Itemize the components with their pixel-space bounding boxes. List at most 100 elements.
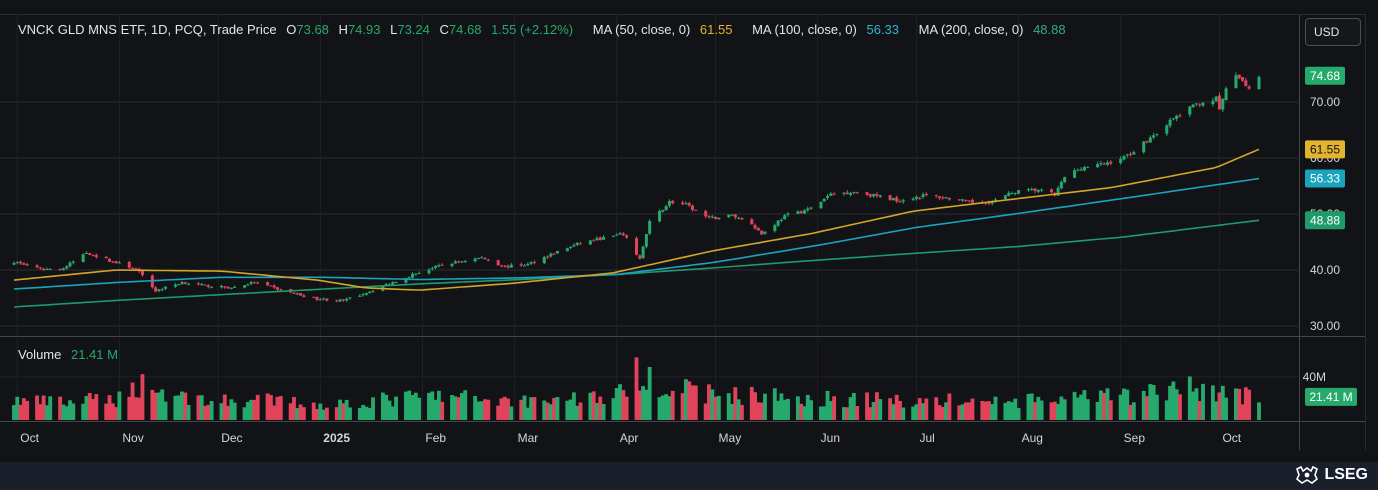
volume-bar bbox=[1085, 399, 1090, 420]
volume-bar bbox=[756, 402, 761, 420]
candle-body bbox=[1178, 115, 1182, 117]
volume-bar bbox=[338, 399, 343, 420]
candle-body bbox=[229, 287, 233, 289]
candle-body bbox=[532, 262, 536, 264]
candle-body bbox=[1247, 86, 1251, 89]
candle-body bbox=[737, 217, 741, 219]
candle-body bbox=[84, 252, 88, 254]
candle-body bbox=[483, 257, 487, 260]
volume-bar bbox=[433, 399, 438, 420]
volume-bar bbox=[1178, 394, 1182, 420]
candle-body bbox=[1013, 193, 1017, 195]
volume-bar bbox=[983, 401, 988, 420]
candle-body bbox=[658, 210, 662, 222]
volume-bar bbox=[911, 406, 916, 420]
volume-bar bbox=[140, 374, 145, 420]
ma50-price-badge: 61.55 bbox=[1305, 140, 1345, 159]
candle-body bbox=[1175, 115, 1179, 119]
candle-body bbox=[641, 246, 645, 259]
ma200-price-badge-bg bbox=[1305, 211, 1345, 230]
last-price-badge: 74.68 bbox=[1305, 66, 1345, 85]
candle-body bbox=[111, 261, 115, 263]
candle-body bbox=[944, 197, 948, 199]
lseg-logo: LSEG bbox=[1294, 465, 1368, 487]
candle-body bbox=[450, 263, 454, 267]
volume-bar bbox=[967, 402, 972, 420]
candle-body bbox=[552, 253, 556, 255]
volume-bar bbox=[473, 396, 478, 420]
high-label: H bbox=[338, 22, 348, 37]
volume-bar bbox=[502, 396, 507, 420]
candle-body bbox=[117, 262, 121, 264]
low-label: L bbox=[390, 22, 398, 37]
candle-body bbox=[364, 293, 368, 295]
volume-bar bbox=[127, 396, 132, 420]
volume-bar bbox=[367, 407, 372, 420]
volume-tick-label: 40M bbox=[1303, 370, 1326, 384]
volume-bar bbox=[1108, 400, 1113, 420]
candle-body bbox=[802, 210, 806, 214]
candle-body bbox=[1129, 154, 1133, 156]
candle-body bbox=[266, 282, 270, 286]
currency-selector[interactable]: USD bbox=[1305, 18, 1361, 46]
volume-bar bbox=[782, 399, 787, 420]
candle-body bbox=[895, 197, 899, 202]
time-tick-label: May bbox=[719, 431, 742, 445]
volume-bar bbox=[1039, 400, 1044, 420]
volume-bar bbox=[772, 388, 777, 420]
candle-body bbox=[1036, 189, 1040, 192]
candle-body bbox=[1234, 75, 1238, 89]
volume-bar bbox=[117, 391, 122, 420]
candle-body bbox=[957, 199, 961, 201]
candle-body bbox=[602, 236, 606, 240]
candle-body bbox=[924, 193, 928, 196]
volume-bar bbox=[795, 396, 800, 420]
candle-body bbox=[1214, 96, 1218, 102]
volume-bar bbox=[298, 404, 303, 420]
volume-bar bbox=[1075, 397, 1080, 420]
candle-body bbox=[1217, 95, 1221, 110]
candle-body bbox=[845, 192, 849, 195]
volume-bar bbox=[802, 406, 807, 420]
candle-body bbox=[832, 193, 836, 195]
candle-body bbox=[849, 193, 853, 195]
volume-bar bbox=[532, 397, 537, 420]
time-tick-label: Jun bbox=[821, 431, 840, 445]
volume-bar bbox=[387, 400, 392, 420]
candle-body bbox=[417, 272, 421, 274]
candle-body bbox=[661, 209, 665, 212]
volume-bar bbox=[35, 395, 39, 420]
volume-bar bbox=[334, 407, 339, 420]
volume-bar bbox=[249, 399, 254, 420]
candle-body bbox=[127, 261, 131, 268]
volume-bar bbox=[71, 403, 76, 420]
volume-bar bbox=[664, 394, 669, 420]
candle-body bbox=[868, 194, 872, 197]
volume-bar bbox=[690, 385, 695, 420]
candle-body bbox=[180, 282, 184, 285]
volume-bar bbox=[1079, 394, 1084, 420]
volume-bar bbox=[898, 400, 902, 420]
volume-bar bbox=[45, 405, 49, 420]
candle-body bbox=[187, 283, 191, 285]
candle-body bbox=[648, 221, 652, 234]
volume-bar bbox=[845, 407, 850, 420]
volume-bar bbox=[776, 400, 781, 420]
volume-bar bbox=[1145, 396, 1149, 420]
candle-body bbox=[1198, 104, 1202, 106]
candle-body bbox=[434, 265, 438, 268]
volume-bar bbox=[855, 406, 860, 420]
candle-body bbox=[819, 201, 823, 209]
last-volume-badge-text: 21.41 M bbox=[1309, 390, 1352, 404]
candle-body bbox=[575, 242, 579, 245]
candle-body bbox=[437, 265, 441, 267]
volume-bar bbox=[15, 396, 20, 420]
time-tick-label: Aug bbox=[1022, 431, 1043, 445]
candle-body bbox=[542, 257, 546, 264]
candle-body bbox=[901, 200, 905, 202]
candle-body bbox=[1194, 103, 1198, 105]
candle-body bbox=[368, 291, 372, 294]
volume-bar bbox=[206, 404, 211, 420]
volume-bar bbox=[58, 396, 63, 420]
